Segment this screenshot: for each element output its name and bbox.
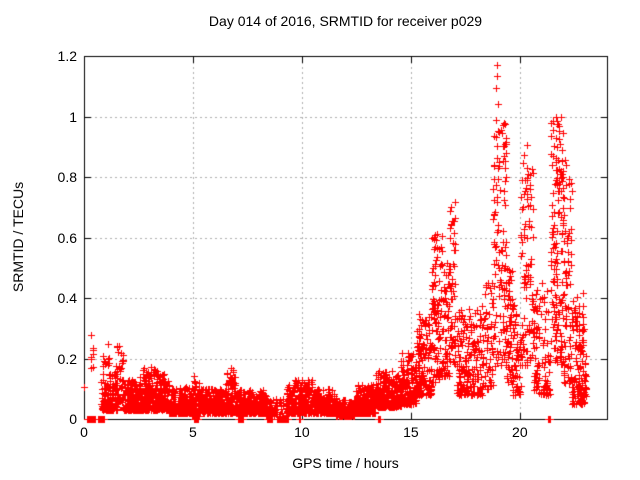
- y-tick-label: 0.6: [57, 229, 77, 246]
- chart-title: Day 014 of 2016, SRMTID for receiver p02…: [208, 13, 483, 29]
- y-tick-label: 0.8: [57, 169, 77, 185]
- y-tick-label: 1.2: [57, 48, 77, 64]
- x-axis-label: GPS time / hours: [292, 455, 399, 471]
- x-tick-label: 10: [294, 424, 310, 440]
- y-tick-label: 1: [69, 108, 77, 125]
- x-tick-label: 0: [80, 424, 88, 440]
- y-tick-label: 0.2: [57, 350, 77, 367]
- y-tick-label: 0: [69, 411, 77, 427]
- x-tick-label: 20: [512, 424, 528, 440]
- x-tick-label: 5: [189, 424, 197, 440]
- x-tick-label: 15: [403, 424, 419, 440]
- y-tick-label: 0.4: [57, 290, 77, 306]
